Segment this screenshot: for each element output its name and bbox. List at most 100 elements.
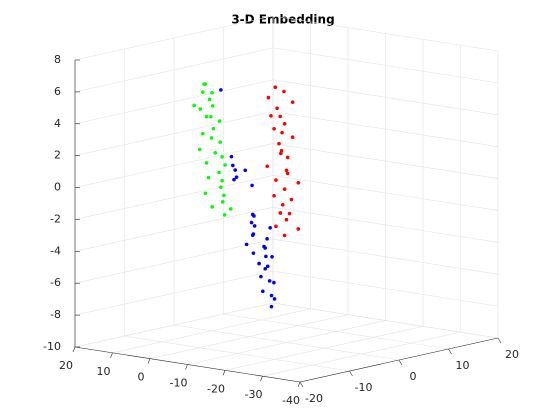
point bbox=[279, 151, 283, 156]
grid-line bbox=[272, 111, 499, 147]
point bbox=[192, 103, 196, 108]
point bbox=[289, 197, 294, 202]
point bbox=[274, 178, 278, 182]
point bbox=[284, 168, 289, 173]
grid-line bbox=[74, 79, 274, 125]
point bbox=[270, 254, 274, 259]
point bbox=[259, 274, 263, 279]
grid-line bbox=[74, 47, 274, 93]
grid-line bbox=[74, 143, 274, 188]
x-tick-label: -40 bbox=[282, 394, 300, 407]
point bbox=[278, 211, 283, 215]
point bbox=[209, 136, 214, 140]
grid-line bbox=[272, 15, 499, 52]
z-tick-label: -2 bbox=[50, 212, 61, 225]
point bbox=[203, 191, 208, 196]
point bbox=[272, 280, 276, 285]
point bbox=[243, 168, 248, 173]
x-tick bbox=[222, 370, 226, 376]
point bbox=[269, 114, 273, 118]
point bbox=[244, 242, 249, 247]
point bbox=[203, 82, 207, 86]
x-tick bbox=[185, 364, 188, 370]
point bbox=[232, 177, 236, 182]
point bbox=[285, 155, 290, 160]
grid-line bbox=[272, 143, 499, 179]
y-tick-label: 10 bbox=[456, 359, 470, 372]
point bbox=[290, 135, 295, 140]
point bbox=[264, 254, 268, 259]
x-tick bbox=[72, 346, 76, 353]
grid-line bbox=[124, 335, 350, 372]
point bbox=[261, 289, 265, 294]
z-tick-label: -8 bbox=[50, 308, 61, 321]
point bbox=[257, 261, 261, 266]
point bbox=[222, 193, 226, 198]
grid-line bbox=[223, 313, 449, 350]
point bbox=[222, 213, 227, 217]
point bbox=[280, 202, 285, 207]
point bbox=[282, 187, 287, 191]
point bbox=[197, 147, 202, 152]
point bbox=[249, 220, 254, 225]
x-tick-label: -20 bbox=[207, 382, 225, 395]
point bbox=[204, 161, 209, 165]
point bbox=[263, 246, 268, 250]
z-tick-label: -4 bbox=[50, 244, 61, 257]
grid-line bbox=[272, 238, 499, 275]
point bbox=[285, 171, 290, 176]
point bbox=[231, 163, 235, 168]
point bbox=[217, 119, 222, 123]
point bbox=[265, 264, 270, 269]
point bbox=[219, 88, 223, 92]
z-tick-label: 8 bbox=[54, 53, 61, 66]
point bbox=[211, 126, 216, 131]
point bbox=[284, 217, 289, 222]
y-tick bbox=[497, 337, 502, 344]
grid-line bbox=[74, 15, 274, 61]
x-tick bbox=[260, 376, 263, 382]
point bbox=[210, 205, 214, 209]
point bbox=[266, 95, 271, 100]
point bbox=[267, 279, 272, 283]
z-tick-label: 6 bbox=[54, 85, 61, 98]
y-tick bbox=[448, 348, 452, 355]
point bbox=[278, 114, 283, 119]
grid-line bbox=[272, 79, 499, 116]
point bbox=[263, 266, 268, 271]
grid-line bbox=[74, 238, 274, 284]
point bbox=[252, 224, 257, 228]
point bbox=[269, 304, 274, 309]
point bbox=[209, 114, 213, 119]
point bbox=[282, 89, 286, 94]
y-tick-label: 0 bbox=[410, 370, 417, 383]
grid-line bbox=[74, 175, 274, 220]
point bbox=[217, 170, 221, 175]
y-tick bbox=[398, 359, 403, 366]
point bbox=[277, 141, 281, 146]
point bbox=[251, 251, 256, 255]
point bbox=[296, 180, 301, 185]
point bbox=[250, 233, 255, 238]
y-tick-label: -10 bbox=[355, 381, 373, 394]
point bbox=[265, 164, 270, 169]
point bbox=[265, 236, 269, 241]
point bbox=[282, 233, 287, 238]
z-tick-label: -6 bbox=[50, 276, 61, 289]
point bbox=[233, 168, 237, 172]
point bbox=[296, 227, 301, 231]
point bbox=[234, 175, 239, 179]
point bbox=[220, 155, 224, 159]
chart-title: 3-D Embedding bbox=[231, 13, 334, 27]
grid-line bbox=[272, 47, 499, 84]
point bbox=[273, 85, 278, 90]
point bbox=[210, 90, 214, 95]
point bbox=[201, 131, 205, 136]
point bbox=[204, 114, 209, 119]
grid-line bbox=[74, 270, 274, 316]
x-tick-label: 20 bbox=[59, 359, 73, 372]
point bbox=[282, 121, 287, 126]
x-tick-label: -30 bbox=[245, 388, 263, 401]
